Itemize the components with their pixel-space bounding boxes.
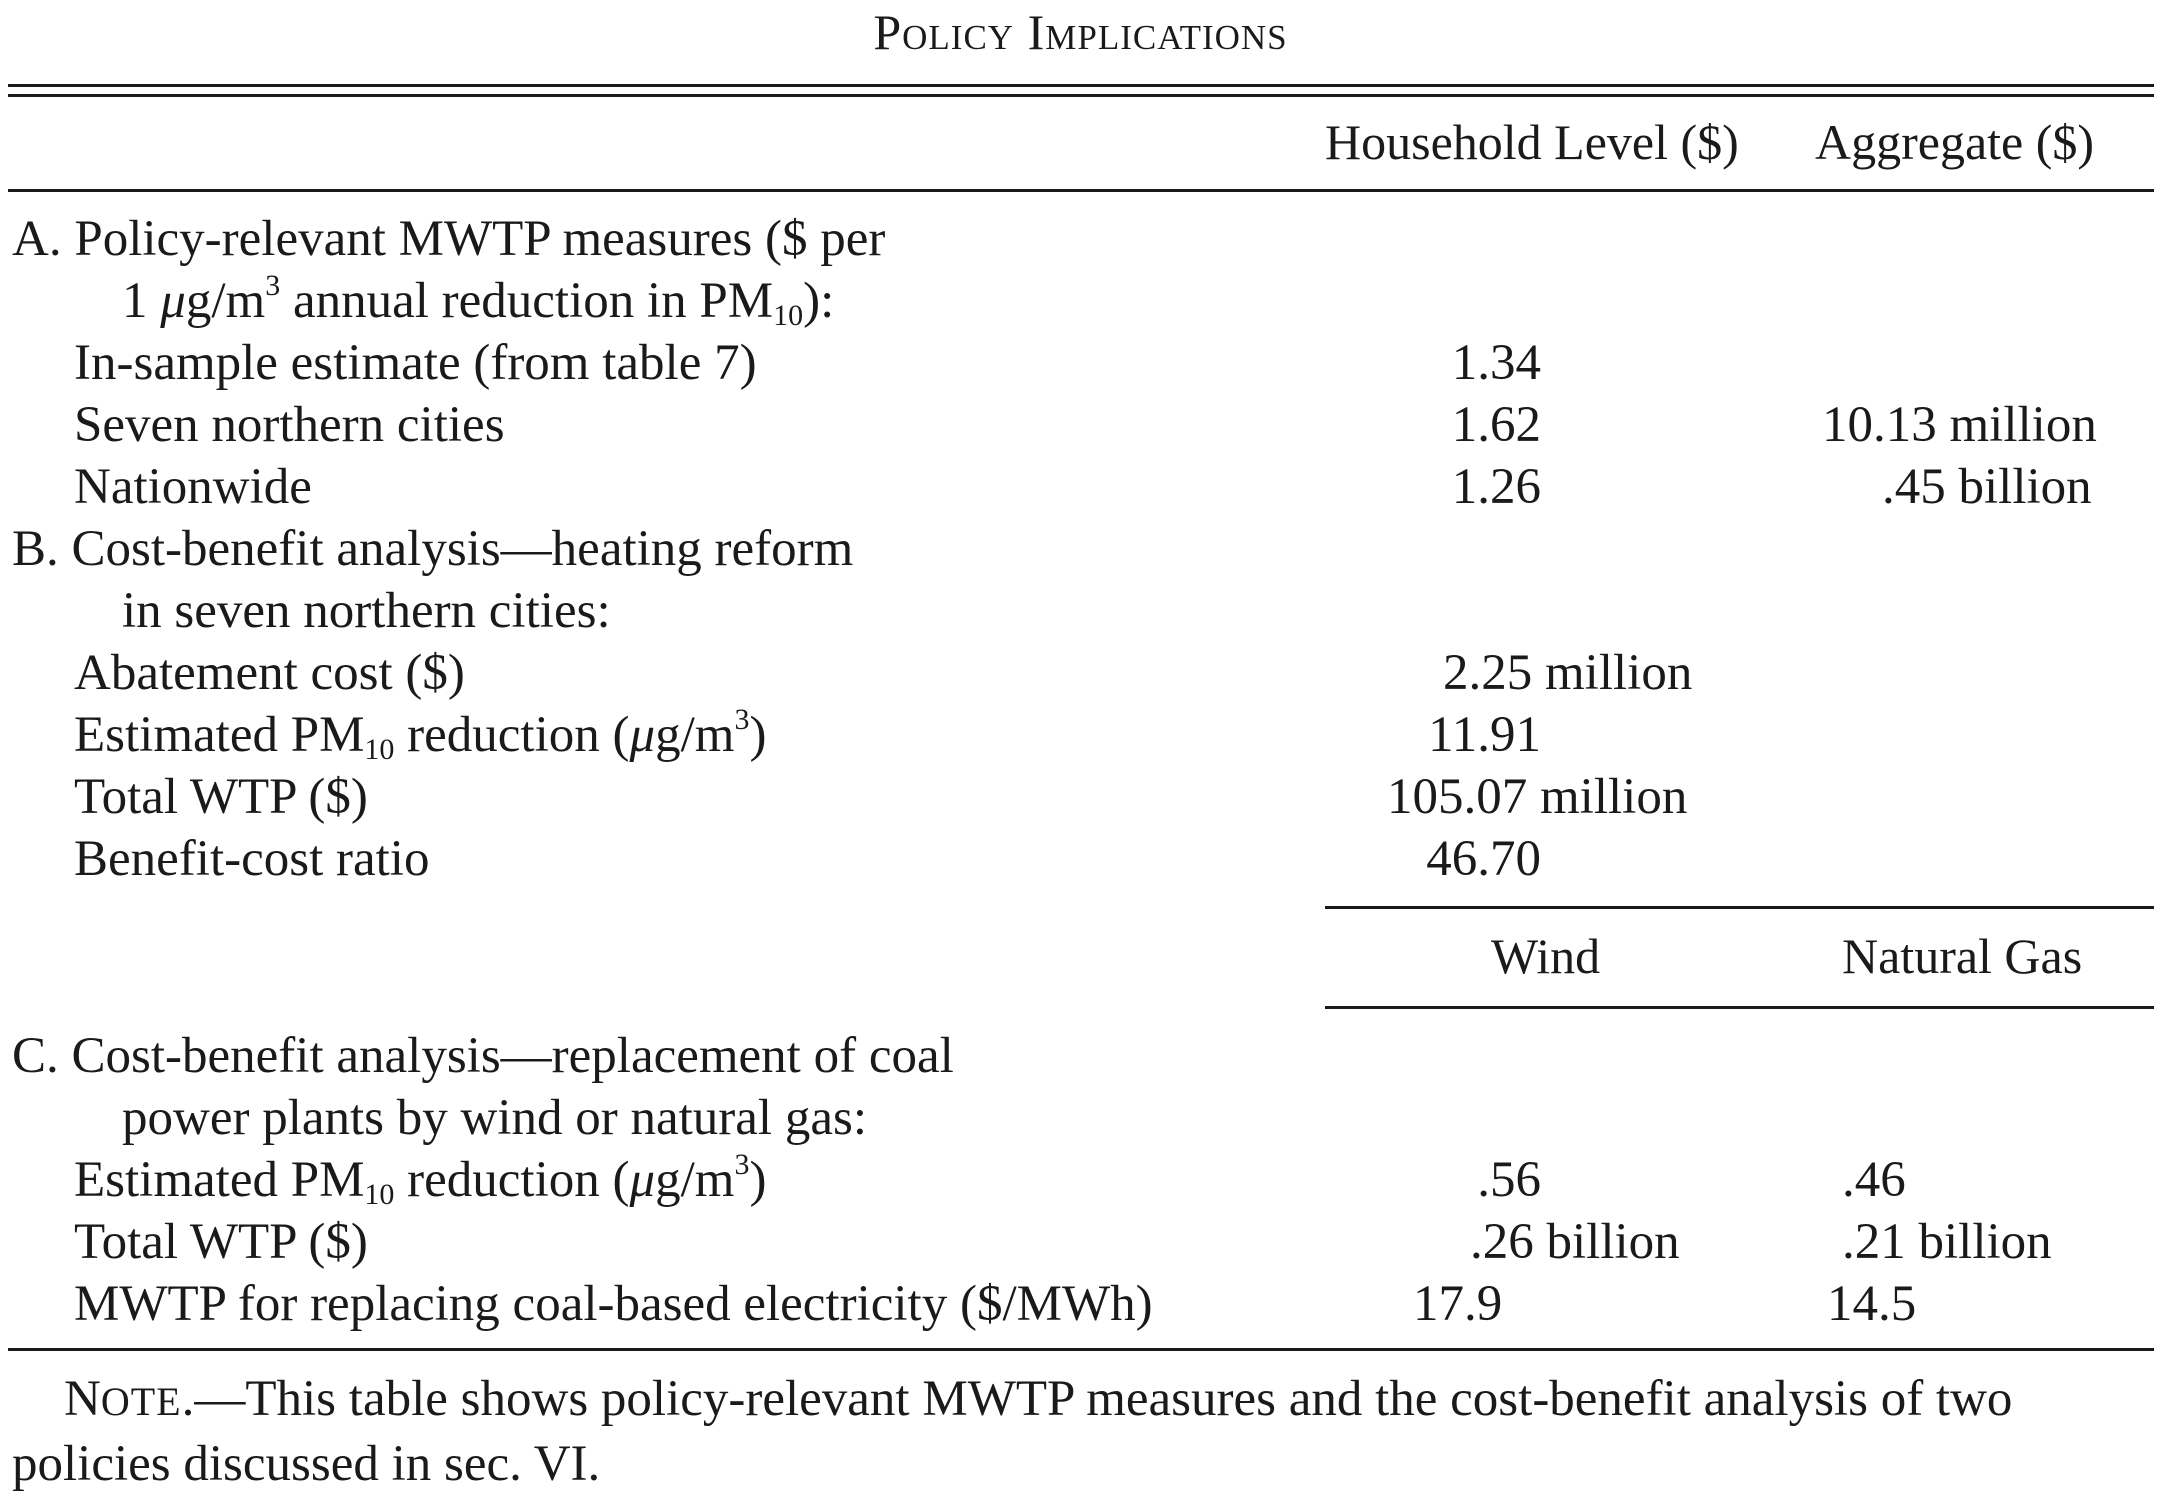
cell-natural-gas: .21 billion <box>1842 1214 2052 1270</box>
cell-aggregate: .45 billion <box>1882 459 2092 515</box>
row-label: Estimated PM10 reduction (μg/m3) <box>74 703 767 766</box>
cell-household: 46.70 <box>1426 831 1541 887</box>
row-label: MWTP for replacing coal-based electricit… <box>74 1276 1153 1332</box>
cell-household: 1.26 <box>1451 459 1541 515</box>
cell-wind: .26 billion <box>1470 1214 1680 1270</box>
cell-household: 11.91 <box>1428 707 1541 763</box>
section-a-heading: A. Policy-relevant MWTP measures ($ per <box>12 211 886 267</box>
row-label: Total WTP ($) <box>74 1214 368 1270</box>
bottom-rule <box>8 1348 2154 1351</box>
section-a-heading-cont: 1 μg/m3 annual reduction in PM10): <box>122 269 835 332</box>
cell-wind: .56 <box>1477 1152 1541 1208</box>
column-header-household: Household Level ($) <box>1325 114 1739 170</box>
header-rule <box>8 189 2154 192</box>
row-label: Abatement cost ($) <box>74 645 465 701</box>
cell-household: 105.07 million <box>1387 769 1688 825</box>
section-b-heading-cont: in seven northern cities: <box>122 583 611 639</box>
cell-household: 1.62 <box>1451 397 1541 453</box>
section-c-heading: C. Cost-benefit analysis—replacement of … <box>12 1028 954 1084</box>
note-label-rest: ote <box>100 1379 182 1424</box>
table-title-text: Policy Implications <box>873 4 1288 60</box>
column-header-aggregate: Aggregate ($) <box>1815 114 2095 170</box>
cell-wind: 17.9 <box>1413 1276 1503 1332</box>
note-label-first: N <box>64 1371 101 1427</box>
cell-natural-gas: 14.5 <box>1827 1276 1917 1332</box>
table-title: Policy Implications <box>0 2 2161 65</box>
row-label: Total WTP ($) <box>74 769 368 825</box>
cell-natural-gas: .46 <box>1842 1152 1906 1208</box>
subheader-rule-bottom <box>1325 1006 2154 1009</box>
row-label: In-sample estimate (from table 7) <box>74 335 757 391</box>
section-c-heading-cont: power plants by wind or natural gas: <box>122 1090 868 1146</box>
cell-aggregate: 10.13 million <box>1822 397 2097 453</box>
column-header-natural-gas: Natural Gas <box>1842 928 2083 984</box>
table-note: Note.—This table shows policy-relevant M… <box>12 1368 2152 1495</box>
section-b-heading: B. Cost-benefit analysis—heating reform <box>12 521 854 577</box>
row-label: Seven northern cities <box>74 397 505 453</box>
top-rule-1 <box>8 84 2154 87</box>
top-rule-2 <box>8 94 2154 97</box>
subheader-rule-top <box>1325 906 2154 909</box>
row-label: Estimated PM10 reduction (μg/m3) <box>74 1148 767 1211</box>
cell-household: 1.34 <box>1451 335 1541 391</box>
row-label: Nationwide <box>74 459 312 515</box>
cell-household: 2.25 million <box>1443 645 1693 701</box>
note-text: .—This table shows policy-relevant MWTP … <box>12 1371 2013 1492</box>
row-label: Benefit-cost ratio <box>74 831 430 887</box>
column-header-wind: Wind <box>1491 928 1601 984</box>
